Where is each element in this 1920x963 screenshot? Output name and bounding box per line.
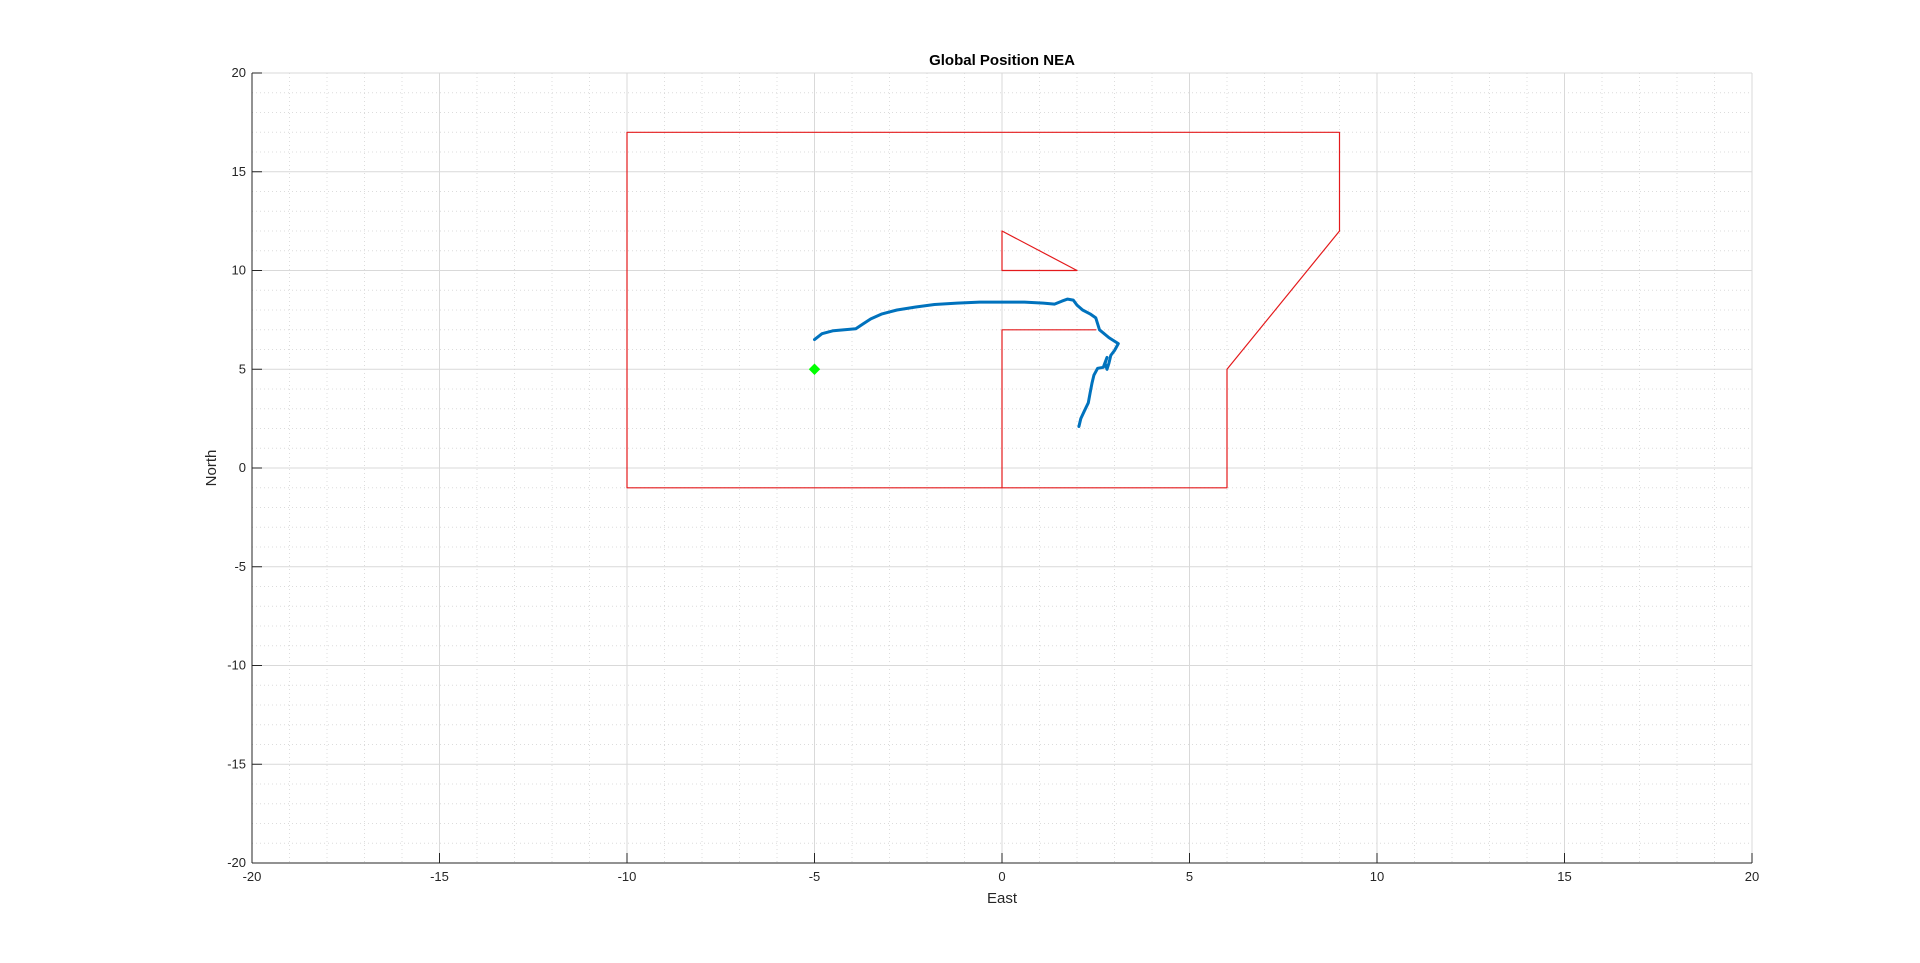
x-tick-label: 15 <box>1557 869 1571 884</box>
y-tick-label: 15 <box>232 164 246 179</box>
boundary-polygon <box>626 131 1341 489</box>
chart-title: Global Position NEA <box>929 52 1075 69</box>
start-marker <box>808 363 821 375</box>
y-tick-label: 10 <box>232 263 246 278</box>
x-axis-label: East <box>987 890 1018 907</box>
obstacle-line <box>1001 230 1078 272</box>
y-tick-label: 5 <box>239 361 246 376</box>
obstacle-line <box>1001 329 1097 489</box>
y-tick-label: -5 <box>234 559 246 574</box>
x-tick-label: -10 <box>618 869 637 884</box>
major-grid <box>251 72 1753 864</box>
x-tick-label: 20 <box>1745 869 1759 884</box>
y-tick-label: -20 <box>227 855 246 870</box>
y-tick-label: 20 <box>232 65 246 80</box>
y-axis-ticks: -20 -15 -10 -5 0 5 10 15 20 <box>227 65 262 870</box>
x-axis-ticks: -20 -15 -10 -5 0 5 10 15 20 <box>243 853 1759 884</box>
series-layer <box>626 131 1341 489</box>
x-tick-label: 10 <box>1370 869 1384 884</box>
x-tick-label: 5 <box>1186 869 1193 884</box>
trajectory-line <box>813 297 1120 428</box>
y-tick-label: -10 <box>227 658 246 673</box>
x-tick-label: 0 <box>998 869 1005 884</box>
plot-area: -20 -15 -10 -5 0 5 10 15 20 -20 -15 -10 -5 0 5 10 15 20 <box>227 65 1759 884</box>
y-tick-label: 0 <box>239 460 246 475</box>
y-axis-label: North <box>203 450 220 487</box>
x-tick-label: -15 <box>430 869 449 884</box>
x-tick-label: -20 <box>243 869 262 884</box>
y-tick-label: -15 <box>227 756 246 771</box>
x-tick-label: -5 <box>809 869 821 884</box>
